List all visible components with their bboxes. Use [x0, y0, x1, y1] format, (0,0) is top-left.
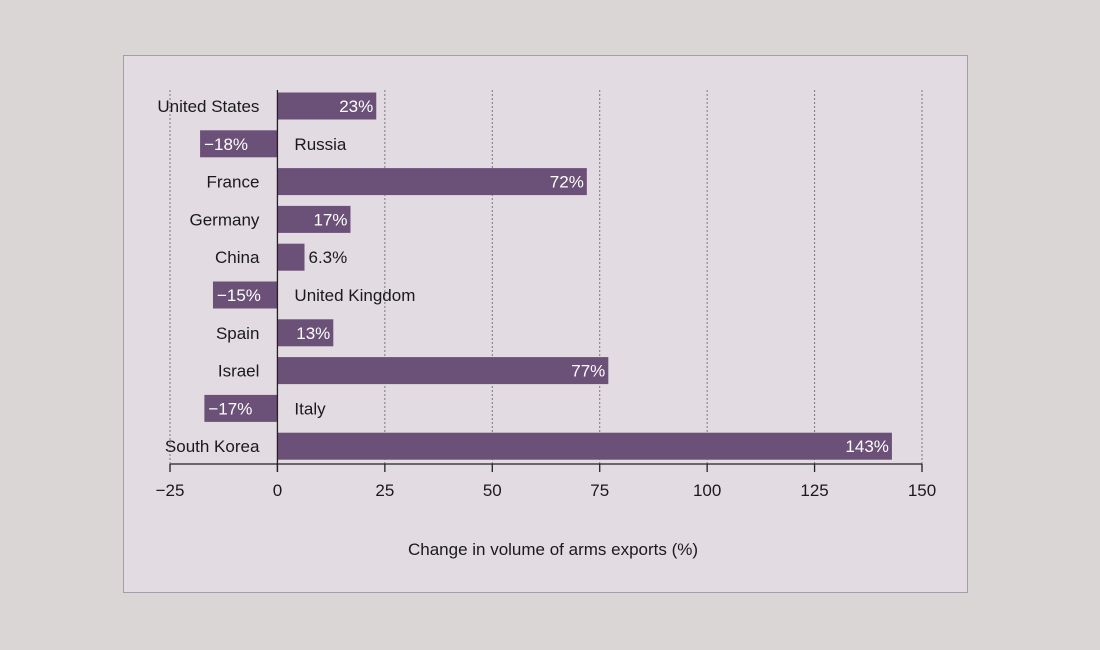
- bar: [277, 168, 587, 196]
- bar-chart: −25 0 25 50 75 100 125 150 23% United States −18%…: [156, 90, 936, 559]
- x-tick-label: 125: [800, 481, 828, 500]
- category-label: Italy: [294, 399, 326, 418]
- bar: [277, 243, 305, 271]
- category-label: South Korea: [165, 437, 260, 456]
- x-tick-label: 75: [590, 481, 609, 500]
- bar: [277, 357, 609, 385]
- x-tick-label: 50: [483, 481, 502, 500]
- data-label: 72%: [550, 173, 584, 192]
- data-label: 17%: [313, 210, 347, 229]
- bars: [200, 92, 892, 460]
- bar: [212, 281, 278, 309]
- x-tick-label: 150: [908, 481, 936, 500]
- x-tick-label: 0: [273, 481, 282, 500]
- data-label: −15%: [217, 286, 261, 305]
- data-label: 77%: [571, 362, 605, 381]
- bar: [277, 319, 334, 347]
- category-label: Israel: [218, 362, 260, 381]
- grid-lines: [169, 90, 923, 464]
- data-label: −17%: [208, 399, 252, 418]
- data-label: −18%: [204, 135, 248, 154]
- x-tick-label: 100: [693, 481, 721, 500]
- chart-panel: −25 0 25 50 75 100 125 150 23% United States −18%…: [123, 55, 968, 593]
- category-label: Russia: [294, 135, 347, 154]
- labels: 23% United States −18% Russia 72% France 17% Ge…: [157, 97, 889, 456]
- category-label: Germany: [190, 210, 260, 229]
- axes: −25 0 25 50 75 100 125 150: [156, 90, 936, 500]
- data-label: 6.3%: [309, 248, 348, 267]
- x-tick-label: 25: [375, 481, 394, 500]
- data-label: 23%: [339, 97, 373, 116]
- bar: [277, 432, 892, 460]
- category-label: France: [207, 173, 260, 192]
- bar: [204, 394, 278, 422]
- category-label: United States: [157, 97, 259, 116]
- data-label: 13%: [296, 324, 330, 343]
- x-axis-title: Change in volume of arms exports (%): [408, 540, 698, 559]
- bar: [200, 130, 278, 158]
- bar: [277, 92, 377, 120]
- data-label: 143%: [845, 437, 888, 456]
- category-label: Spain: [216, 324, 259, 343]
- x-tick-label: −25: [156, 481, 185, 500]
- bar: [277, 205, 351, 233]
- category-label: United Kingdom: [294, 286, 415, 305]
- category-label: China: [215, 248, 260, 267]
